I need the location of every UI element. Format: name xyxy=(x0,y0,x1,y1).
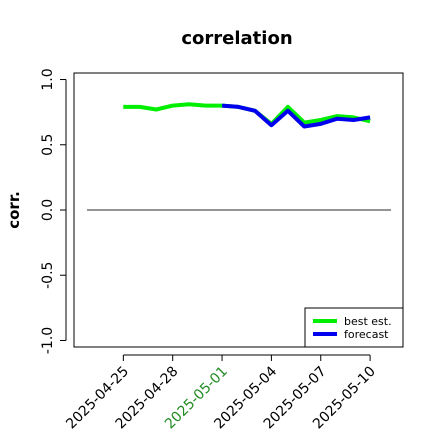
legend-label-forecast: forecast xyxy=(344,328,389,341)
plot-area xyxy=(73,72,404,348)
y-tick-label: -0.5 xyxy=(40,262,56,289)
y-axis: -1.0 -0.5 0.0 0.5 1.0 xyxy=(40,68,67,354)
y-tick-label: 0.0 xyxy=(40,199,56,221)
chart-title: correlation xyxy=(181,28,292,49)
legend-label-best-est: best est. xyxy=(344,315,392,328)
y-tick-label: -1.0 xyxy=(40,327,56,354)
legend: best est. forecast xyxy=(304,307,404,348)
x-axis: 2025-04-252025-04-282025-05-012025-05-04… xyxy=(63,354,379,432)
y-axis-label: corr. xyxy=(5,191,23,229)
y-tick-label: 1.0 xyxy=(40,68,56,90)
y-tick-label: 0.5 xyxy=(40,134,56,156)
series-layer xyxy=(123,102,371,129)
legend-box xyxy=(304,307,404,348)
series-line-forecast xyxy=(221,103,371,129)
